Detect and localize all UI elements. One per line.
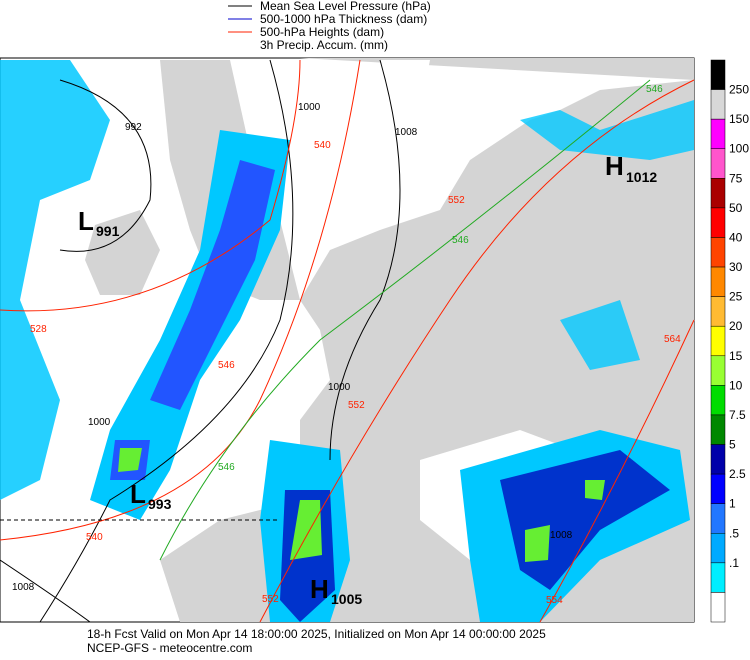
colorbar-swatch [710,296,726,327]
colorbar-swatch [710,385,726,416]
center-value: 1005 [331,591,362,607]
isobar [39,59,294,623]
colorbar: 250 150 100 75 50 40 30 25 20 15 10 7.5 5 2.5 1 .5 .1 [710,59,749,623]
colorbar-label: 5 [729,438,736,452]
contour-labels: 992 1000 1008 1000 1000 1008 1008 540 52… [12,84,681,606]
colorbar-swatch [710,503,726,534]
contour-label: 546 [218,360,235,371]
precip-area [290,500,322,560]
colorbar-swatch [710,562,726,593]
colorbar-label: 1 [729,497,736,511]
precip-area [150,160,275,410]
colorbar-swatch [710,266,726,297]
isobar [59,79,152,252]
contour-label: 1008 [550,530,573,541]
precip-area [525,525,550,562]
precip-area [520,100,694,160]
center-value: 993 [148,496,172,512]
legend-label: 500-1000 hPa Thickness (dam) [260,12,427,26]
colorbar-label: 30 [729,260,743,274]
colorbar-label: 10 [729,378,743,392]
colorbar-swatch [710,414,726,445]
colorbar-swatch [710,444,726,475]
contour-label: 992 [125,122,142,133]
colorbar-label: 25 [729,290,743,304]
height-contour [539,319,695,623]
colorbar-swatch [710,148,726,179]
center-value: 991 [96,223,120,239]
footer-line: 18-h Fcst Valid on Mon Apr 14 18:00:00 2… [87,627,546,641]
colorbar-swatch [710,89,726,120]
legend: Mean Sea Level Pressure (hPa)500-1000 hP… [228,0,431,52]
precip-area [0,60,110,500]
colorbar-label: 7.5 [729,408,746,422]
contour-label: 546 [646,84,663,95]
isobar [329,59,401,461]
colorbar-swatch [710,207,726,238]
precip-area [560,300,640,370]
center-letter: L [130,479,146,509]
colorbar-swatch [710,237,726,268]
contour-label: 1000 [298,102,321,113]
contour-label: 1008 [395,127,418,138]
center-letter: H [310,574,329,604]
legend-label: 500-hPa Heights (dam) [260,25,384,39]
height-contour [0,59,361,541]
colorbar-label: .5 [729,526,739,540]
map: 992 1000 1008 1000 1000 1008 1008 540 52… [0,57,695,623]
colorbar-swatch [710,592,726,623]
height-contour [0,59,301,312]
colorbar-label: 15 [729,349,743,363]
contour-label: 546 [452,235,469,246]
height-contour [259,79,695,623]
colorbar-label: 20 [729,319,743,333]
colorbar-swatch [710,533,726,564]
precip-area [585,480,605,500]
isobar [0,559,91,623]
contour-label: 540 [314,140,331,151]
contours [0,59,695,623]
contour-label: 552 [262,594,279,605]
colorbar-swatch [710,325,726,357]
colorbar-label: 50 [729,201,743,215]
contour-label: 554 [546,595,563,606]
legend-label: 3h Precip. Accum. (mm) [260,38,388,52]
colorbar-label: 2.5 [729,467,746,481]
contour-label: 552 [448,195,465,206]
colorbar-label: 40 [729,230,743,244]
contour-label: 552 [348,400,365,411]
contour-label: 564 [664,334,681,345]
sea-north [380,60,430,110]
colorbar-label: 100 [729,142,749,156]
contour-label: 540 [86,532,103,543]
contour-label: 1000 [88,417,111,428]
colorbar-label: 75 [729,171,743,185]
footer-line: NCEP-GFS - meteocentre.com [87,641,252,655]
colorbar-swatch [710,59,726,90]
land-ireland [85,210,160,295]
contour-label: 1000 [328,382,351,393]
center-letter: L [78,206,94,236]
colorbar-label: 250 [729,83,749,97]
pressure-centers: L 991 L 993 H 1012 H 1005 [78,151,657,607]
colorbar-label: .1 [729,556,739,570]
colorbar-swatch [710,178,726,209]
precip-area [118,448,142,472]
contour-label: 1008 [12,582,35,593]
colorbar-label: 150 [729,112,749,126]
legend-label: Mean Sea Level Pressure (hPa) [260,0,431,13]
thickness-contour [159,79,651,561]
colorbar-swatch [710,118,726,149]
colorbar-swatch [710,355,726,386]
center-value: 1012 [626,169,657,185]
center-letter: H [605,151,624,181]
contour-label: 546 [218,462,235,473]
colorbar-swatch [710,473,726,504]
contour-label: 528 [30,324,47,335]
